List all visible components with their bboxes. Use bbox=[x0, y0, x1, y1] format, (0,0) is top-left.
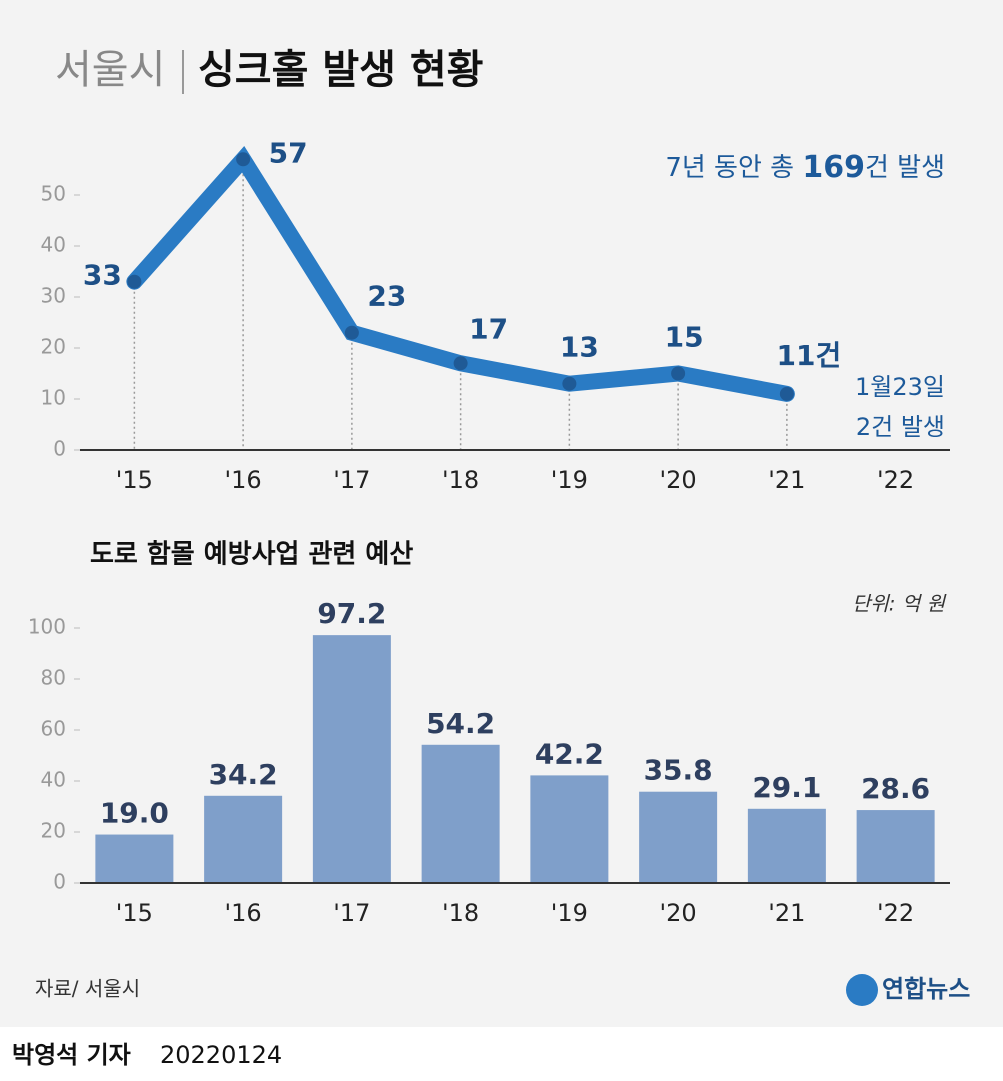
logo: 연합뉴스 bbox=[882, 975, 970, 1003]
x-tick-label: '17 bbox=[333, 466, 370, 494]
y-tick-label: 0 bbox=[53, 437, 66, 461]
marker bbox=[562, 376, 577, 391]
value-label: 35.8 bbox=[644, 754, 713, 787]
value-label: 42.2 bbox=[535, 737, 604, 770]
x-tick-label: '15 bbox=[116, 899, 153, 927]
y-tick-label: 20 bbox=[41, 819, 66, 843]
marker bbox=[236, 152, 251, 167]
bar bbox=[312, 635, 391, 883]
annotation-text: 7년 동안 총 bbox=[665, 153, 802, 183]
x-tick-label: '19 bbox=[551, 899, 588, 927]
value-label: 28.6 bbox=[861, 772, 930, 805]
note: 2건 발생 bbox=[856, 413, 945, 441]
x-tick-label: '19 bbox=[551, 466, 588, 494]
y-tick-label: 10 bbox=[41, 386, 66, 410]
title-prefix: 서울시 bbox=[55, 47, 165, 93]
marker bbox=[671, 366, 686, 381]
byline-strip bbox=[0, 1027, 1003, 1081]
value-label: 54.2 bbox=[426, 707, 495, 740]
x-tick-label: '20 bbox=[660, 899, 697, 927]
bar bbox=[639, 791, 718, 883]
bar bbox=[747, 808, 826, 883]
x-tick-label: '15 bbox=[116, 466, 153, 494]
x-tick-label: '21 bbox=[768, 899, 805, 927]
byline-author: 박영석 기자 bbox=[12, 1041, 131, 1069]
x-tick-label: '20 bbox=[660, 466, 697, 494]
value-label: 97.2 bbox=[317, 597, 386, 630]
marker bbox=[453, 356, 468, 371]
marker bbox=[779, 386, 794, 401]
byline-date: 20220124 bbox=[160, 1041, 282, 1069]
y-tick-label: 30 bbox=[41, 284, 66, 308]
x-tick-label: '18 bbox=[442, 466, 479, 494]
value-label: 19.0 bbox=[100, 797, 169, 830]
y-tick-label: 40 bbox=[41, 233, 66, 257]
value-label: 34.2 bbox=[209, 758, 278, 791]
marker bbox=[344, 325, 359, 340]
y-tick-label: 0 bbox=[53, 870, 66, 894]
x-tick-label: '17 bbox=[333, 899, 370, 927]
bar bbox=[530, 775, 609, 883]
note: 1월23일 bbox=[855, 373, 945, 401]
x-tick-label: '22 bbox=[877, 466, 914, 494]
value-label: 13 bbox=[560, 331, 599, 364]
source: 자료/ 서울시 bbox=[35, 977, 140, 1001]
value-label: 11건 bbox=[777, 339, 842, 372]
bar bbox=[421, 744, 500, 883]
value-label: 17 bbox=[469, 312, 508, 345]
bar bbox=[95, 834, 174, 883]
x-tick-label: '22 bbox=[877, 899, 914, 927]
y-tick-label: 80 bbox=[41, 666, 66, 690]
value-label: 33 bbox=[83, 259, 122, 292]
marker bbox=[127, 274, 142, 289]
x-tick-label: '21 bbox=[768, 466, 805, 494]
y-tick-label: 40 bbox=[41, 768, 66, 792]
value-label: 29.1 bbox=[752, 771, 821, 804]
annotation: 7년 동안 총 169건 발생 bbox=[665, 150, 945, 185]
x-tick-label: '16 bbox=[225, 899, 262, 927]
value-label: 23 bbox=[367, 280, 406, 313]
y-tick-label: 20 bbox=[41, 335, 66, 359]
value-label: 57 bbox=[269, 136, 308, 169]
annotation-text: 건 발생 bbox=[865, 153, 945, 183]
x-tick-label: '18 bbox=[442, 899, 479, 927]
y-tick-label: 100 bbox=[28, 615, 66, 639]
unit: 단위: 억 원 bbox=[852, 592, 947, 616]
bar bbox=[204, 795, 283, 883]
value-label: 15 bbox=[665, 321, 704, 354]
annotation-total: 169 bbox=[802, 150, 865, 185]
bar bbox=[856, 810, 935, 883]
logo-icon bbox=[846, 974, 878, 1006]
y-tick-label: 60 bbox=[41, 717, 66, 741]
title: 싱크홀 발생 현황 bbox=[198, 47, 483, 93]
y-tick-label: 50 bbox=[41, 182, 66, 206]
bar-chart-title: 도로 함몰 예방사업 관련 예산 bbox=[90, 540, 413, 570]
x-tick-label: '16 bbox=[225, 466, 262, 494]
